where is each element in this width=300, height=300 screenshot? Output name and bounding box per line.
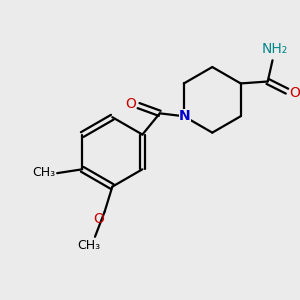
Text: N: N (179, 109, 191, 123)
Text: CH₃: CH₃ (32, 166, 55, 179)
Text: O: O (289, 86, 300, 100)
Text: O: O (125, 97, 136, 111)
Text: CH₃: CH₃ (78, 239, 101, 252)
Text: N: N (179, 109, 191, 123)
Text: O: O (93, 212, 104, 226)
Text: NH₂: NH₂ (261, 42, 288, 56)
